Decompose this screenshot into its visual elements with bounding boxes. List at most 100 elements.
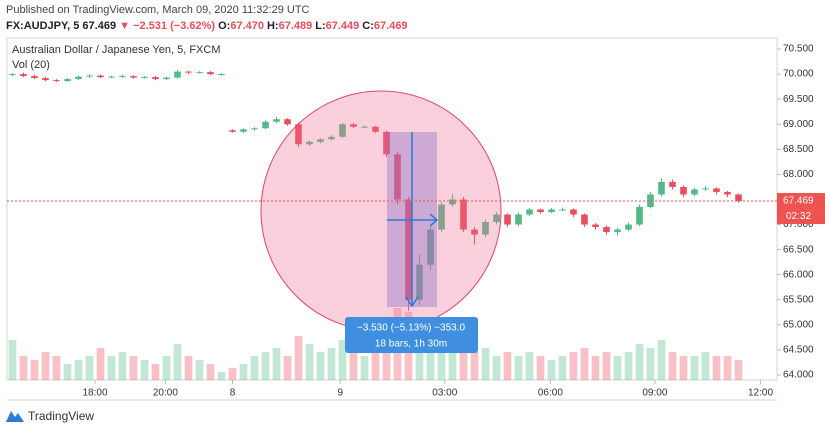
- volume-bar: [195, 360, 204, 380]
- candle-body: [295, 124, 302, 145]
- x-tick-label: 12:00: [748, 388, 773, 399]
- candle-body: [64, 79, 71, 82]
- volume-bar: [261, 352, 270, 380]
- brand: TradingView: [28, 409, 94, 423]
- volume-bar: [448, 344, 457, 380]
- candle-body: [75, 76, 82, 80]
- volume-bar: [426, 328, 435, 380]
- x-tick-label: 09:00: [642, 388, 667, 399]
- volume-bar: [492, 356, 501, 380]
- candle-body: [240, 129, 247, 132]
- volume-bar: [635, 344, 644, 380]
- candle-body: [207, 72, 214, 75]
- volume-bar: [668, 352, 677, 380]
- volume-bar: [536, 356, 545, 380]
- candle-body: [724, 191, 731, 195]
- volume-bar: [294, 336, 303, 380]
- volume-bar: [30, 360, 39, 380]
- volume-bar: [459, 348, 468, 380]
- candle-body: [119, 76, 126, 78]
- volume-bar: [107, 356, 116, 380]
- candle-body: [427, 229, 434, 265]
- volume-bar: [239, 364, 248, 380]
- volume-bar: [525, 352, 534, 380]
- ohlc: O:67.470 H:67.489 L:67.449 C:67.469: [218, 20, 410, 32]
- volume-bar: [272, 348, 281, 380]
- candle-body: [394, 154, 401, 200]
- candle-body: [306, 141, 313, 145]
- volume-bar: [8, 340, 17, 380]
- measure-span: 18 bars, 1h 30m: [375, 339, 447, 350]
- y-tick-label: 70.500: [783, 44, 814, 55]
- volume-bar: [679, 356, 688, 380]
- x-tick-label: 20:00: [153, 388, 178, 399]
- volume-bar: [250, 356, 259, 380]
- candle-body: [702, 188, 709, 190]
- volume-bar: [569, 352, 578, 380]
- candle-body: [515, 214, 522, 225]
- candle-body: [581, 214, 588, 225]
- volume-bar: [657, 340, 666, 380]
- x-tick-label: 06:00: [538, 388, 563, 399]
- candle-body: [53, 80, 60, 82]
- candle-body: [526, 209, 533, 215]
- x-tick-label: 8: [230, 388, 236, 399]
- candle-body: [647, 194, 654, 207]
- volume-bar: [217, 372, 226, 380]
- volume-bar: [173, 344, 182, 380]
- volume-bar: [338, 340, 347, 380]
- candle-body: [680, 186, 687, 195]
- volume-bar: [41, 352, 50, 380]
- header: Published on TradingView.com, March 09, …: [6, 2, 411, 34]
- volume-bar: [591, 356, 600, 380]
- candle-body: [416, 264, 423, 300]
- candle-body: [218, 74, 225, 76]
- candle-body: [262, 121, 269, 129]
- measure-change: −3.530 (−5.13%) −353.0: [357, 323, 466, 334]
- y-tick-label: 69.000: [783, 119, 814, 130]
- volume-bar: [52, 356, 61, 380]
- published: Published on TradingView.com, March 09, …: [6, 4, 310, 16]
- volume-bar: [723, 356, 732, 380]
- y-tick-label: 65.000: [783, 319, 814, 330]
- ohlc-value: 67.469: [373, 20, 408, 32]
- volume-bar: [558, 356, 567, 380]
- volume-bar: [19, 356, 28, 380]
- candle-body: [317, 139, 324, 142]
- ohlc-value: 67.489: [278, 20, 313, 32]
- volume-bar: [129, 356, 138, 380]
- volume-bar: [85, 356, 94, 380]
- x-tick-label: 18:00: [82, 388, 107, 399]
- candle-body: [86, 75, 93, 77]
- x-tick-label: 03:00: [432, 388, 457, 399]
- volume-bar: [613, 356, 622, 380]
- volume-bar: [151, 364, 160, 380]
- candle-body: [658, 181, 665, 195]
- countdown-box: [777, 209, 825, 225]
- candle-body: [735, 194, 742, 202]
- candle-body: [691, 189, 698, 195]
- x-tick-label: 9: [338, 388, 344, 399]
- y-tick-label: 70.000: [783, 69, 814, 80]
- candle-body: [460, 199, 467, 230]
- quote-line: FX:AUDJPY, 5 67.469 ▼ −2.531 (−3.62%) O:…: [6, 18, 411, 34]
- change: ▼ −2.531 (−3.62%): [119, 20, 216, 32]
- volume-bar: [547, 360, 556, 380]
- volume-bar: [503, 352, 512, 380]
- volume-bar: [184, 356, 193, 380]
- volume-label: Vol (20): [12, 59, 50, 71]
- ohlc-value: 67.449: [325, 20, 360, 32]
- ohlc-label: C:: [362, 20, 374, 32]
- last: 67.469: [82, 20, 117, 32]
- ohlc-label: L:: [315, 20, 326, 32]
- candle-body: [603, 227, 610, 233]
- volume-bar: [206, 364, 215, 380]
- y-tick-label: 66.000: [783, 269, 814, 280]
- candle-body: [163, 77, 170, 80]
- candle-body: [174, 71, 181, 78]
- candle-body: [471, 229, 478, 235]
- candle-body: [9, 74, 16, 76]
- candle-body: [20, 74, 27, 77]
- candle-body: [42, 78, 49, 81]
